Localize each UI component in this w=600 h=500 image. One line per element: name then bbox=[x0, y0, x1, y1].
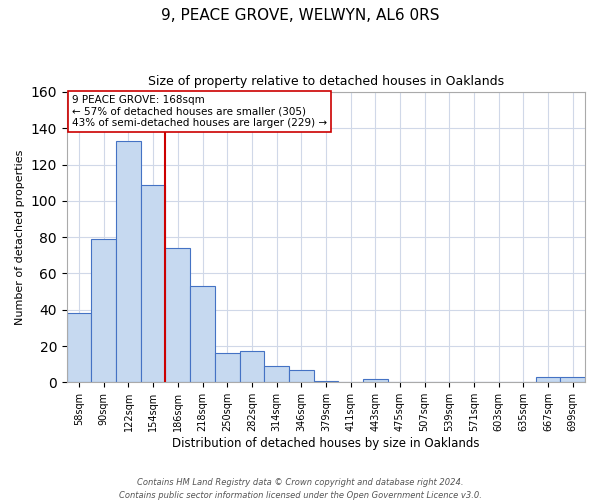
Bar bbox=[141, 184, 166, 382]
Text: 9 PEACE GROVE: 168sqm
← 57% of detached houses are smaller (305)
43% of semi-det: 9 PEACE GROVE: 168sqm ← 57% of detached … bbox=[72, 95, 327, 128]
Bar bbox=[314, 380, 338, 382]
Bar bbox=[67, 314, 91, 382]
Bar bbox=[363, 378, 388, 382]
Text: 9, PEACE GROVE, WELWYN, AL6 0RS: 9, PEACE GROVE, WELWYN, AL6 0RS bbox=[161, 8, 439, 22]
Bar bbox=[116, 141, 141, 382]
Bar bbox=[239, 352, 264, 382]
Bar bbox=[289, 370, 314, 382]
Bar bbox=[166, 248, 190, 382]
Bar bbox=[215, 354, 239, 382]
X-axis label: Distribution of detached houses by size in Oaklands: Distribution of detached houses by size … bbox=[172, 437, 479, 450]
Bar bbox=[560, 377, 585, 382]
Bar bbox=[536, 377, 560, 382]
Bar bbox=[91, 239, 116, 382]
Title: Size of property relative to detached houses in Oaklands: Size of property relative to detached ho… bbox=[148, 75, 504, 88]
Bar bbox=[264, 366, 289, 382]
Bar bbox=[190, 286, 215, 382]
Text: Contains HM Land Registry data © Crown copyright and database right 2024.
Contai: Contains HM Land Registry data © Crown c… bbox=[119, 478, 481, 500]
Y-axis label: Number of detached properties: Number of detached properties bbox=[15, 150, 25, 325]
